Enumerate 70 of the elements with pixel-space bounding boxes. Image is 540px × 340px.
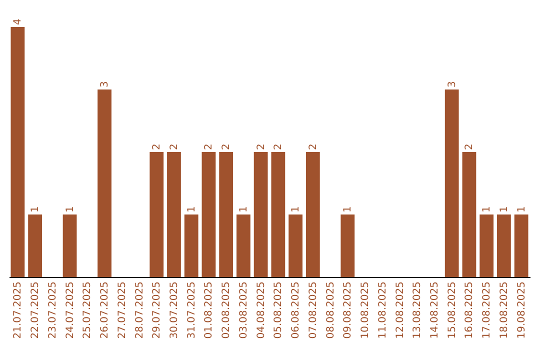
bar xyxy=(184,214,198,277)
bar xyxy=(236,214,250,277)
data-label: 2 xyxy=(256,144,267,150)
x-tick-label: 04.08.2025 xyxy=(256,282,267,339)
bar xyxy=(306,152,320,277)
data-label: 1 xyxy=(516,206,528,212)
x-tick-label: 07.08.2025 xyxy=(308,282,319,339)
x-tick-label: 15.08.2025 xyxy=(446,282,458,339)
x-tick-label: 10.08.2025 xyxy=(360,282,372,339)
x-tick-label: 27.07.2025 xyxy=(116,282,128,339)
data-label: 1 xyxy=(498,206,510,212)
x-tick-label: 30.07.2025 xyxy=(168,282,180,339)
data-label: 2 xyxy=(152,144,163,150)
x-tick-label: 12.08.2025 xyxy=(394,282,406,339)
x-tick-label: 22.07.2025 xyxy=(30,282,42,339)
x-tick-label: 29.07.2025 xyxy=(152,282,163,339)
bar xyxy=(10,27,25,277)
x-tick-label: 01.08.2025 xyxy=(204,282,215,339)
bar xyxy=(62,214,77,277)
bar xyxy=(514,214,528,277)
data-label: 2 xyxy=(168,144,180,150)
data-label: 2 xyxy=(221,144,232,150)
data-label: 2 xyxy=(464,144,476,150)
x-tick-label: 05.08.2025 xyxy=(273,282,284,339)
data-label: 4 xyxy=(12,18,24,25)
bar xyxy=(28,214,42,277)
x-tick-label: 06.08.2025 xyxy=(290,282,302,339)
x-tick-label: 21.07.2025 xyxy=(12,282,24,339)
bar xyxy=(219,152,234,277)
bar xyxy=(98,90,112,277)
x-tick-label: 26.07.2025 xyxy=(100,282,111,339)
x-tick-label: 24.07.2025 xyxy=(64,282,76,339)
data-label: 1 xyxy=(186,206,198,212)
data-label: 2 xyxy=(308,144,319,150)
x-tick-label: 28.07.2025 xyxy=(134,282,146,339)
bar xyxy=(444,90,459,277)
data-label: 1 xyxy=(238,206,250,212)
x-tick-label: 19.08.2025 xyxy=(516,282,528,339)
x-tick-label: 14.08.2025 xyxy=(429,282,440,339)
x-tick-label: 03.08.2025 xyxy=(238,282,250,339)
x-tick-label: 13.08.2025 xyxy=(412,282,424,339)
data-label: 1 xyxy=(30,206,42,212)
x-tick-label: 16.08.2025 xyxy=(464,282,476,339)
data-label: 3 xyxy=(446,81,458,88)
bar xyxy=(497,214,511,277)
x-tick-label: 17.08.2025 xyxy=(482,282,493,339)
bar xyxy=(167,152,181,277)
x-tick-label: 31.07.2025 xyxy=(186,282,198,339)
data-label: 1 xyxy=(482,206,493,212)
x-tick-label: 18.08.2025 xyxy=(498,282,510,339)
bar xyxy=(254,152,268,277)
bar xyxy=(271,152,286,277)
data-label: 3 xyxy=(100,81,111,88)
data-label: 1 xyxy=(342,206,354,212)
bar xyxy=(150,152,164,277)
bar xyxy=(480,214,494,277)
bar xyxy=(202,152,216,277)
x-tick-label: 25.07.2025 xyxy=(82,282,94,339)
x-tick-label: 23.07.2025 xyxy=(47,282,58,339)
data-label: 1 xyxy=(290,206,302,212)
bar xyxy=(288,214,302,277)
bar xyxy=(340,214,355,277)
x-tick-label: 09.08.2025 xyxy=(342,282,354,339)
data-label: 2 xyxy=(204,144,215,150)
data-label: 2 xyxy=(273,144,284,150)
x-tick-label: 08.08.2025 xyxy=(325,282,336,339)
x-tick-label: 02.08.2025 xyxy=(221,282,232,339)
bar xyxy=(462,152,476,277)
data-label: 1 xyxy=(64,206,76,212)
x-tick-label: 11.08.2025 xyxy=(377,282,388,339)
